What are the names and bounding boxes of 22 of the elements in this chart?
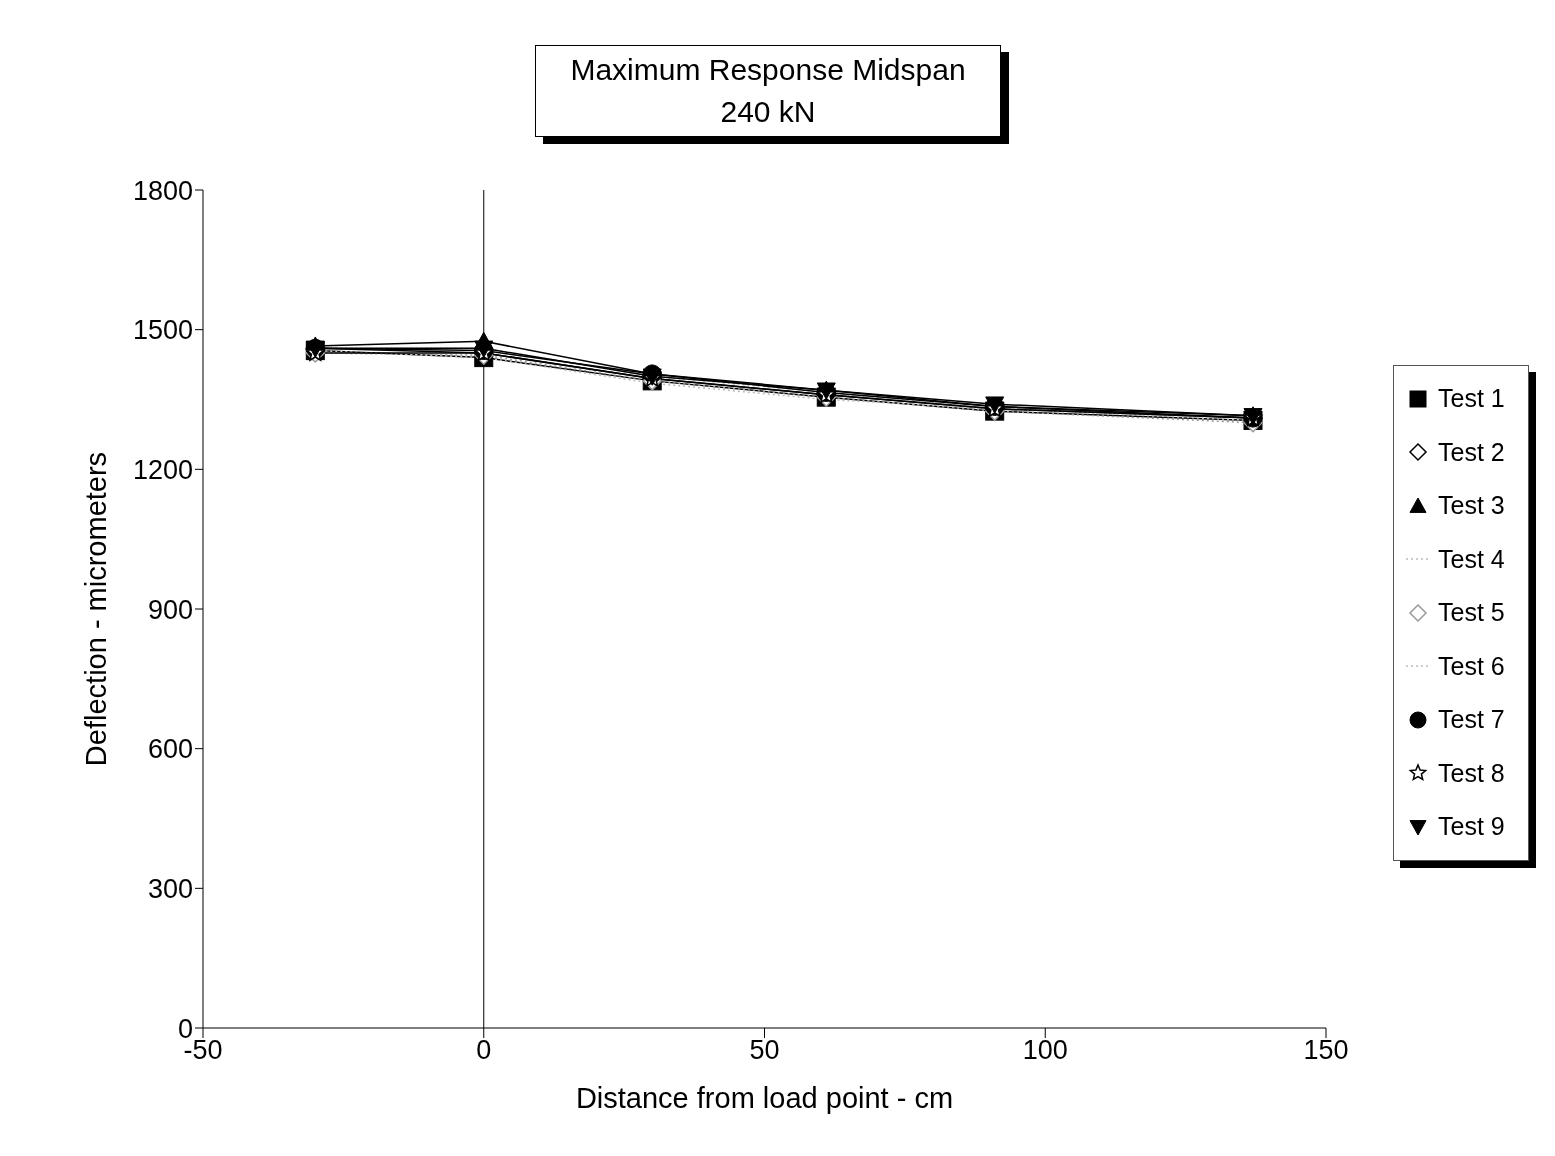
legend-label: Test 2	[1438, 437, 1505, 467]
y-axis-title: Deflection - micrometers	[80, 451, 113, 767]
legend-label: Test 1	[1438, 384, 1505, 414]
legend-label: Test 5	[1438, 598, 1505, 628]
legend-label: Test 9	[1438, 812, 1505, 842]
legend-label: Test 8	[1438, 758, 1505, 788]
legend-label: Test 7	[1438, 705, 1505, 735]
y-tick-label: 1500	[132, 315, 193, 346]
x-axis-title: Distance from load point - cm	[575, 1082, 954, 1114]
y-tick-label: 1200	[132, 454, 193, 485]
x-tick-label: 0	[476, 1035, 492, 1066]
x-tick-label: 100	[1022, 1035, 1068, 1066]
chart-title: Maximum Response Midspan 240 kN	[569, 52, 967, 130]
x-tick-label: 150	[1303, 1035, 1349, 1066]
y-tick-label: 1800	[132, 175, 193, 206]
legend-label: Test 4	[1438, 544, 1505, 574]
legend-label: Test 3	[1438, 491, 1505, 521]
x-tick-label: 50	[749, 1035, 780, 1066]
y-tick-label: 300	[147, 873, 193, 904]
y-tick-label: 600	[147, 734, 193, 765]
y-tick-label: 900	[147, 594, 193, 625]
legend-label: Test 6	[1438, 651, 1505, 681]
